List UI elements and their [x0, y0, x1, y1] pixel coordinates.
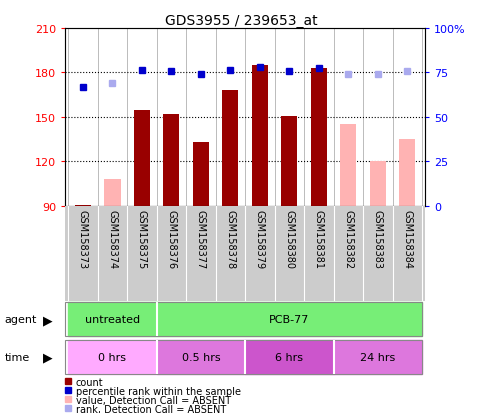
Text: GSM158375: GSM158375	[137, 209, 147, 268]
Bar	[399, 140, 415, 206]
Text: 0 hrs: 0 hrs	[99, 352, 127, 362]
Bar	[370, 162, 386, 206]
Text: rank, Detection Call = ABSENT: rank, Detection Call = ABSENT	[76, 404, 226, 413]
Bar	[252, 66, 268, 206]
Bar	[193, 143, 209, 206]
Text: value, Detection Call = ABSENT: value, Detection Call = ABSENT	[76, 395, 231, 405]
Text: 0.5 hrs: 0.5 hrs	[182, 352, 220, 362]
Text: GSM158383: GSM158383	[373, 209, 383, 268]
Text: count: count	[76, 377, 103, 387]
Bar	[163, 115, 180, 206]
Text: untreated: untreated	[85, 315, 140, 325]
Text: GSM158382: GSM158382	[343, 209, 354, 268]
Text: GSM158374: GSM158374	[107, 209, 117, 268]
Text: ▶: ▶	[43, 313, 52, 326]
Text: GSM158380: GSM158380	[284, 209, 294, 268]
Bar	[156, 303, 422, 337]
Text: GSM158376: GSM158376	[166, 209, 176, 268]
Text: GSM158378: GSM158378	[226, 209, 235, 268]
Text: GSM158379: GSM158379	[255, 209, 265, 268]
Text: agent: agent	[5, 315, 37, 325]
Text: 6 hrs: 6 hrs	[275, 352, 303, 362]
Text: GSM158377: GSM158377	[196, 209, 206, 268]
Bar	[68, 303, 156, 337]
Bar	[334, 340, 422, 374]
Bar	[134, 110, 150, 206]
Bar	[340, 125, 356, 206]
Text: GSM158381: GSM158381	[314, 209, 324, 268]
Bar	[68, 340, 156, 374]
Text: PCB-77: PCB-77	[269, 315, 310, 325]
Text: GDS3955 / 239653_at: GDS3955 / 239653_at	[165, 14, 318, 28]
Text: 24 hrs: 24 hrs	[360, 352, 396, 362]
Bar	[104, 180, 120, 206]
Text: GSM158384: GSM158384	[402, 209, 412, 268]
Text: GSM158373: GSM158373	[78, 209, 88, 268]
Bar	[222, 91, 239, 206]
Bar	[156, 340, 245, 374]
Bar	[281, 116, 298, 206]
Bar	[245, 340, 334, 374]
Bar	[311, 69, 327, 206]
Text: time: time	[5, 352, 30, 362]
Bar	[75, 205, 91, 206]
Text: percentile rank within the sample: percentile rank within the sample	[76, 386, 241, 396]
Text: ▶: ▶	[43, 350, 52, 363]
